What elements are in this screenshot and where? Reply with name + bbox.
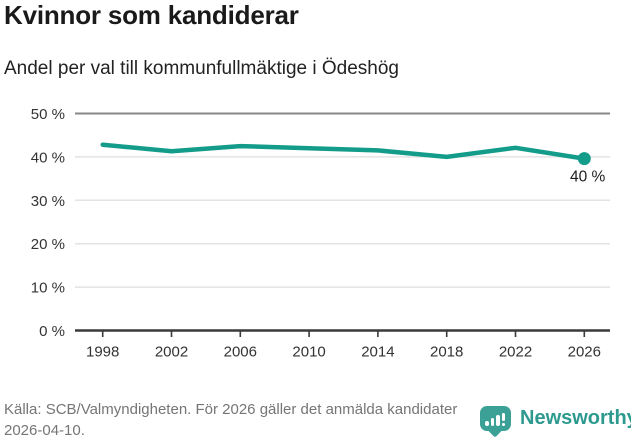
y-tick-label: 0 % [39,323,65,340]
y-tick-label: 50 % [31,106,65,123]
x-tick-label: 1998 [86,344,119,361]
x-tick-label: 2014 [361,344,394,361]
newsworthy-logo[interactable]: Newsworthy [480,405,631,439]
bar-chart-icon [485,413,505,426]
newsworthy-badge-icon [480,406,511,431]
x-tick-label: 2022 [499,344,532,361]
x-tick-label: 2018 [430,344,463,361]
end-point-label: 40 % [570,169,606,186]
y-tick-label: 10 % [31,280,65,297]
trend-line [100,142,587,161]
x-tick-label: 2006 [224,344,257,361]
y-tick-label: 30 % [31,193,65,210]
y-tick-label: 20 % [31,236,65,253]
exclamation-icon [501,413,505,426]
x-tick-label: 2010 [292,344,325,361]
end-point-dot [577,152,591,166]
source-note: Källa: SCB/Valmyndigheten. För 2026 gäll… [4,401,458,439]
y-tick-label: 40 % [31,149,65,166]
newsworthy-wordmark: Newsworthy [520,407,631,429]
line-chart: 0 % 10 % 20 % 30 % 40 % 50 % 1998 2002 2006 2010 2… [31,106,610,361]
chart-title: Kvinnor som kandiderar [4,0,299,30]
chart-subtitle: Andel per val till kommunfullmäktige i Ö… [4,58,399,79]
x-tick-label: 2002 [155,344,188,361]
x-tick-label: 2026 [568,344,601,361]
